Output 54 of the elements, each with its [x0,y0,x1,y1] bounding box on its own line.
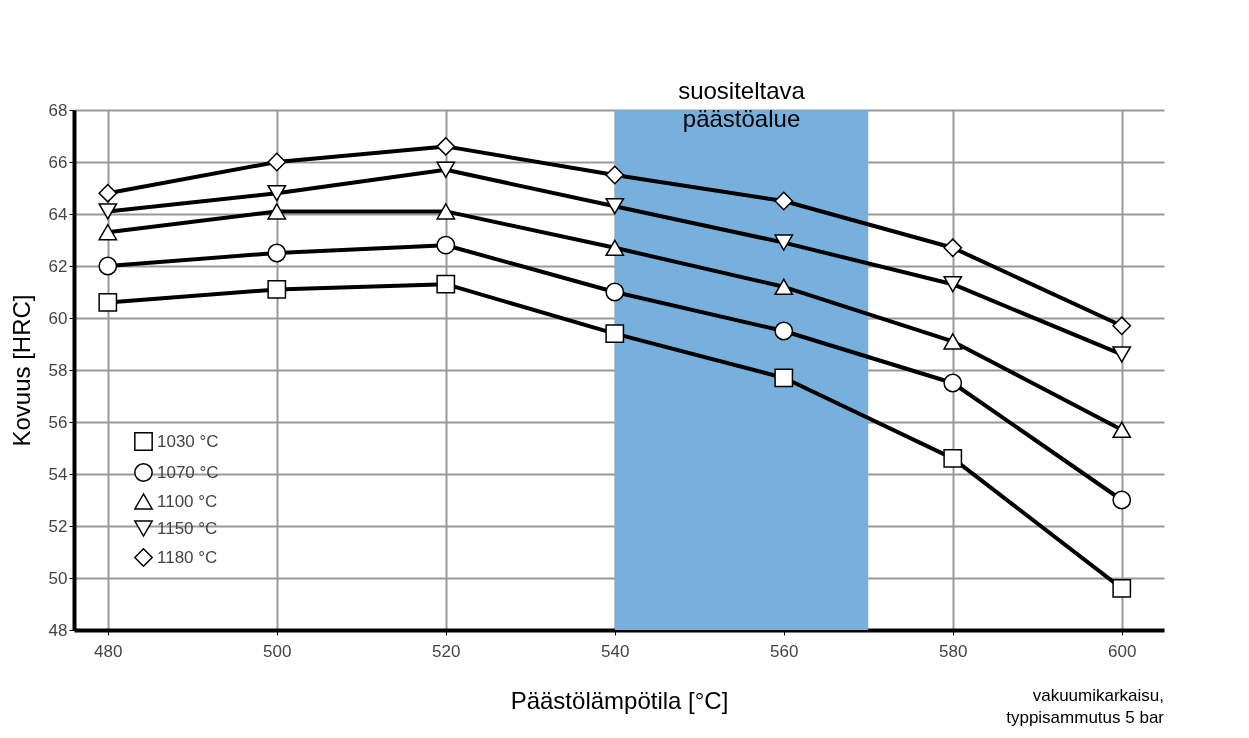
point [1112,578,1132,598]
y-axis-title: Kovuus [HRC] [7,294,35,447]
y-tick-label: 62 [48,256,68,276]
point [267,243,287,263]
y-tick-label: 68 [48,100,68,120]
point [1112,421,1132,439]
point [774,234,794,251]
point [605,197,625,215]
y-tick-label: 52 [48,516,68,536]
point [436,274,456,294]
x-axis-title: Päästölämpötila [°C] [510,686,729,714]
y-tick-label: 54 [48,464,68,484]
x-tick-label: 540 [601,641,630,661]
point [1112,346,1132,363]
point [774,321,794,341]
x-tick-label: 520 [432,641,461,661]
x-tick-label: 560 [770,641,799,661]
y-tick-label: 60 [48,308,68,328]
band-label: suositeltava päästöalue [678,77,806,132]
point [774,368,794,388]
point [98,256,118,276]
point [98,203,118,220]
legend-label: 1180 °C [157,547,218,567]
point [98,292,118,312]
point [605,324,625,344]
point [605,239,625,257]
point [943,448,963,468]
y-tick-label: 58 [48,360,68,380]
y-tick-label: 50 [48,568,68,588]
point [98,223,118,241]
legend-label: 1150 °C [157,518,218,538]
point [436,235,456,255]
point [267,203,287,220]
x-tick-label: 600 [1108,641,1137,661]
point [267,184,287,202]
point [605,282,625,302]
point [943,275,963,293]
point [436,203,456,220]
y-tick-label: 64 [48,204,68,224]
point [943,333,963,350]
x-tick-label: 500 [263,641,292,661]
point [943,373,963,393]
point [774,278,794,296]
y-tick-label: 66 [48,152,68,172]
legend-label: 1030 °C [157,431,219,451]
y-tick-label: 56 [48,412,68,432]
x-tick-label: 480 [94,641,123,661]
legend-label: 1100 °C [157,491,218,511]
legend-label: 1070 °C [157,462,219,482]
y-tick-label: 48 [48,620,68,640]
point [436,161,456,179]
x-tick-label: 580 [939,641,968,661]
point [267,279,287,299]
text: vakuumikarkaisu, typpisammutus 5 bar [1006,686,1165,727]
